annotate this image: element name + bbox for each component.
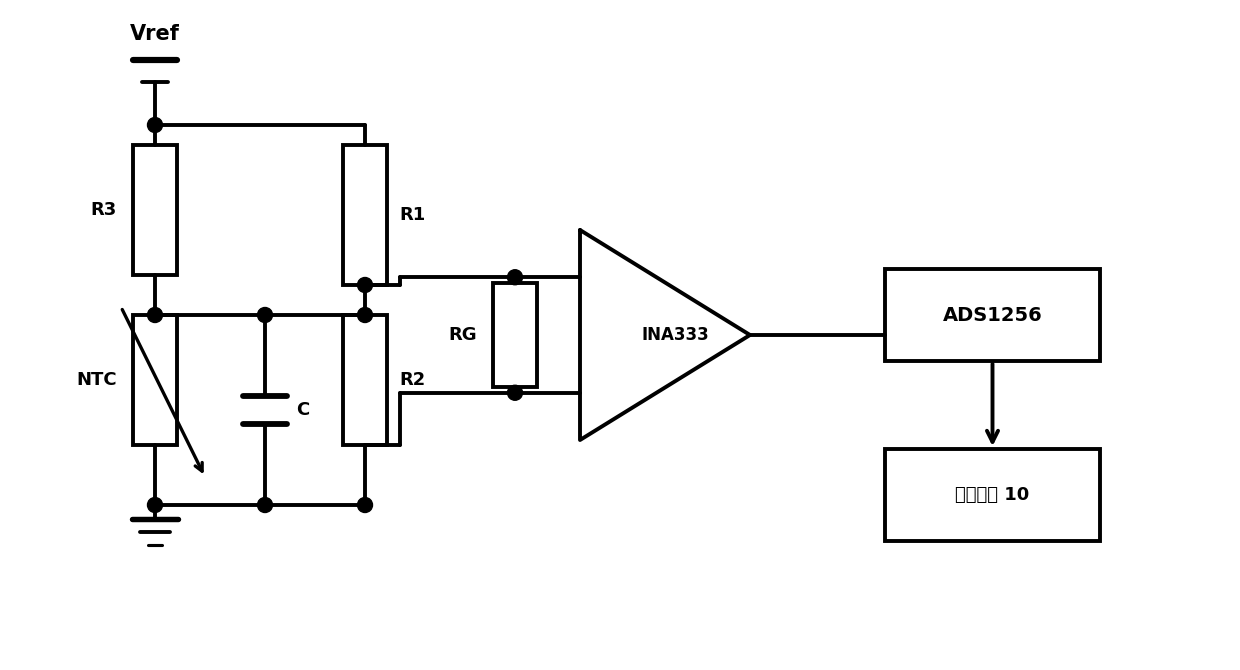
Circle shape [357,308,372,322]
Text: R3: R3 [89,201,117,219]
Bar [494,283,537,387]
Text: Vref: Vref [130,24,180,44]
Bar [133,145,177,275]
Circle shape [258,308,273,322]
Circle shape [148,498,162,513]
Bar [343,315,387,445]
Text: NTC: NTC [77,371,118,389]
Bar [133,315,177,445]
Circle shape [507,385,522,400]
Circle shape [357,498,372,513]
Text: RG: RG [449,326,477,344]
Text: C: C [296,401,310,419]
Bar [885,269,1100,361]
Bar [885,449,1100,541]
Text: ADS1256: ADS1256 [942,306,1043,324]
Text: 微控制器 10: 微控制器 10 [955,486,1029,504]
Circle shape [258,498,273,513]
Text: R1: R1 [399,206,427,224]
Bar [343,145,387,285]
Circle shape [357,277,372,293]
Text: R2: R2 [399,371,427,389]
Circle shape [148,308,162,322]
Circle shape [148,117,162,133]
Text: INA333: INA333 [641,326,709,344]
Circle shape [507,270,522,285]
